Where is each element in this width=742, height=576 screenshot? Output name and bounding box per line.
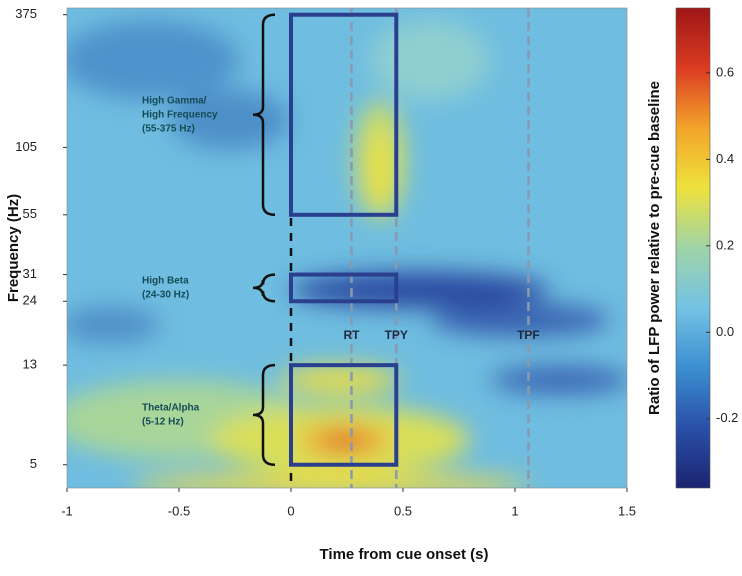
event-label: TPY [385, 328, 408, 342]
colorbar-tick-label: 0.4 [716, 151, 734, 166]
x-tick-label: 0 [287, 503, 294, 518]
y-tick-label: 24 [23, 293, 37, 308]
band-box [289, 272, 399, 304]
y-axis-label: Frequency (Hz) [5, 194, 22, 302]
band-box [289, 12, 399, 217]
x-tick-label: 0.5 [394, 503, 412, 518]
y-tick-label: 31 [23, 266, 37, 281]
x-tick-label: -0.5 [168, 503, 190, 518]
colorbar-tick-label: 0.6 [716, 64, 734, 79]
y-tick-label: 5 [30, 456, 37, 471]
plot-frame [66, 7, 628, 489]
x-tick-label: -1 [61, 503, 73, 518]
event-label: RT [343, 328, 360, 342]
band-brace [252, 363, 276, 466]
band-brace [252, 13, 276, 217]
colorbar-tick-label: 0.0 [716, 324, 734, 339]
y-tick-label: 375 [15, 6, 37, 21]
colorbar-tick-label: 0.2 [716, 237, 734, 252]
band-label: Theta/Alpha [142, 403, 200, 414]
x-axis-label: Time from cue onset (s) [320, 546, 489, 563]
y-tick-label: 13 [23, 357, 37, 372]
x-tick-label: 1.5 [618, 503, 636, 518]
band-brace [252, 273, 276, 303]
band-label: High Gamma/ [142, 95, 207, 106]
band-label: High Frequency [142, 109, 218, 120]
y-tick-label: 55 [23, 206, 37, 221]
band-label: (24-30 Hz) [142, 290, 189, 301]
band-label: (5-12 Hz) [142, 417, 184, 428]
colorbar [675, 7, 711, 489]
colorbar-label: Ratio of LFP power relative to pre-cue b… [646, 81, 663, 415]
heatmap-image [67, 8, 627, 488]
band-box [289, 363, 399, 467]
colorbar-tick-label: -0.2 [716, 410, 738, 425]
x-tick-label: 1 [511, 503, 518, 518]
event-label: TPF [517, 328, 540, 342]
y-tick-label: 105 [15, 139, 37, 154]
band-label: (55-375 Hz) [142, 123, 195, 134]
band-label: High Beta [142, 276, 189, 287]
